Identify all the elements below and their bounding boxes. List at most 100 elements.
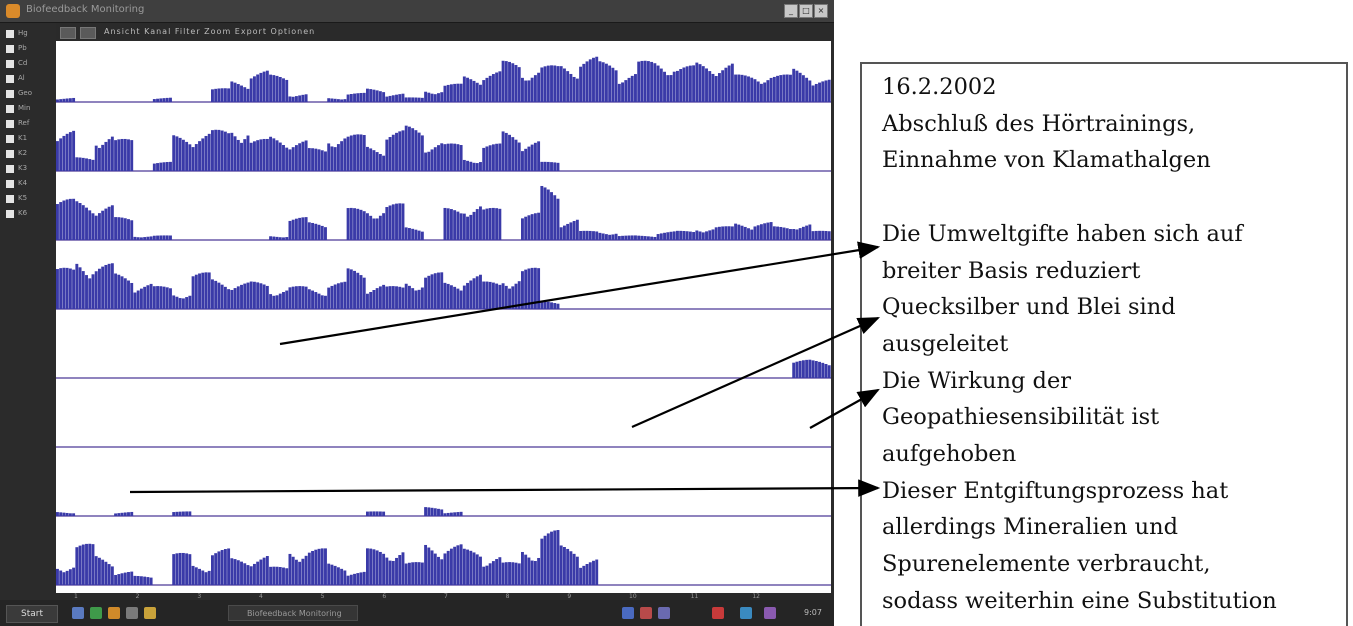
annotation-line-7: Quecksilber und Blei sind — [882, 294, 1176, 321]
waveform-bar — [375, 152, 379, 171]
waveform-bar — [407, 97, 411, 102]
waveform-bar — [375, 218, 379, 240]
channel-toggle-11[interactable]: K4 — [6, 179, 50, 189]
waveform-bar — [785, 74, 789, 102]
channel-checkbox[interactable] — [6, 105, 14, 113]
channel-toggle-13[interactable]: K6 — [6, 209, 50, 219]
waveform-bar — [417, 132, 421, 171]
channel-toggle-9[interactable]: K2 — [6, 149, 50, 159]
channel-toggle-7[interactable]: Ref — [6, 119, 50, 129]
title-bar[interactable]: Biofeedback Monitoring _ □ × — [0, 0, 834, 23]
channel-checkbox[interactable] — [6, 165, 14, 173]
waveform-bar — [285, 568, 289, 585]
waveform-bar — [459, 544, 463, 585]
channel-toggle-12[interactable]: K5 — [6, 194, 50, 204]
channel-checkbox[interactable] — [6, 120, 14, 128]
waveform-bar — [385, 286, 389, 309]
channel-checkbox[interactable] — [6, 60, 14, 68]
waveform-bar — [747, 76, 750, 102]
waveform-bar — [776, 75, 780, 102]
waveform-bar — [369, 548, 373, 585]
channel-toggle-6[interactable]: Min — [6, 104, 50, 114]
tray-alert-icon[interactable] — [712, 607, 724, 619]
toolbar-button-open[interactable] — [60, 27, 76, 39]
quicklaunch-mail-icon[interactable] — [126, 607, 138, 619]
waveform-bar — [294, 286, 298, 309]
waveform-bar — [692, 65, 696, 102]
waveform-bar — [68, 268, 72, 309]
minimize-button[interactable]: _ — [784, 4, 798, 18]
waveform-bar — [553, 303, 557, 309]
channel-toggle-4[interactable]: Al — [6, 74, 50, 84]
waveform-bar — [611, 234, 615, 240]
waveform-bar — [382, 213, 386, 240]
time-tick-label: 3 — [197, 593, 202, 600]
toolbar-button-save[interactable] — [80, 27, 96, 39]
waveform-bar — [91, 274, 95, 309]
waveform-bar — [388, 137, 392, 171]
waveform-bar — [120, 276, 124, 309]
waveform-bar — [624, 80, 628, 102]
waveform-bar — [672, 231, 676, 240]
waveform-bar — [243, 139, 247, 171]
time-tick-label: 4 — [259, 593, 263, 600]
waveform-bar — [398, 555, 402, 585]
waveform-bar — [136, 576, 140, 585]
waveform-bar — [172, 135, 176, 171]
waveform-bar — [546, 161, 550, 171]
waveform-bar — [575, 78, 579, 102]
quicklaunch-browser-icon[interactable] — [90, 607, 102, 619]
waveform-bar — [701, 232, 705, 240]
waveform-bar — [462, 213, 466, 240]
channel-toggle-2[interactable]: Pb — [6, 44, 50, 54]
channel-toggle-3[interactable]: Cd — [6, 59, 50, 69]
waveform-bar — [717, 226, 721, 240]
waveform-bar — [562, 225, 566, 240]
waveform-bar — [278, 293, 282, 309]
waveform-bar — [785, 228, 789, 240]
waveform-bar — [249, 566, 253, 585]
waveform-bar — [559, 227, 563, 240]
waveform-bar — [156, 286, 160, 309]
channel-checkbox[interactable] — [6, 75, 14, 83]
waveform-bar — [824, 80, 828, 102]
waveform-bar — [663, 232, 666, 240]
tray-volume-icon[interactable] — [658, 607, 670, 619]
waveform-bar — [117, 139, 121, 171]
channel-checkbox[interactable] — [6, 45, 14, 53]
quicklaunch-folder-icon[interactable] — [108, 607, 120, 619]
maximize-button[interactable]: □ — [799, 4, 813, 18]
waveform-bar — [420, 97, 424, 102]
toolbar-menu[interactable]: Ansicht Kanal Filter Zoom Export Optione… — [104, 27, 316, 36]
track-2 — [56, 125, 831, 172]
tray-app-icon[interactable] — [764, 607, 776, 619]
channel-toggle-10[interactable]: K3 — [6, 164, 50, 174]
start-button[interactable]: Start — [6, 605, 58, 623]
quicklaunch-app-icon[interactable] — [144, 607, 156, 619]
channel-checkbox[interactable] — [6, 180, 14, 188]
quicklaunch-desktop-icon[interactable] — [72, 607, 84, 619]
waveform-bar — [288, 287, 292, 309]
waveform-bar — [275, 236, 279, 240]
waveform-bar — [169, 235, 172, 240]
channel-toggle-1[interactable]: Hg — [6, 29, 50, 39]
taskbar-window-item[interactable]: Biofeedback Monitoring — [228, 605, 358, 621]
channel-checkbox[interactable] — [6, 210, 14, 218]
waveform-bar — [569, 222, 573, 240]
waveform-bar — [375, 511, 379, 516]
waveform-bar — [252, 563, 256, 585]
channel-checkbox[interactable] — [6, 135, 14, 143]
channel-checkbox[interactable] — [6, 90, 14, 98]
waveform-bar — [498, 557, 502, 585]
channel-toggle-5[interactable]: Geo — [6, 89, 50, 99]
waveform-bar — [475, 276, 479, 309]
channel-toggle-8[interactable]: K1 — [6, 134, 50, 144]
close-button[interactable]: × — [814, 4, 828, 18]
channel-checkbox[interactable] — [6, 195, 14, 203]
tray-security-icon[interactable] — [640, 607, 652, 619]
tray-network-icon[interactable] — [622, 607, 634, 619]
waveform-bar — [401, 203, 405, 240]
channel-checkbox[interactable] — [6, 30, 14, 38]
channel-checkbox[interactable] — [6, 150, 14, 158]
tray-update-icon[interactable] — [740, 607, 752, 619]
